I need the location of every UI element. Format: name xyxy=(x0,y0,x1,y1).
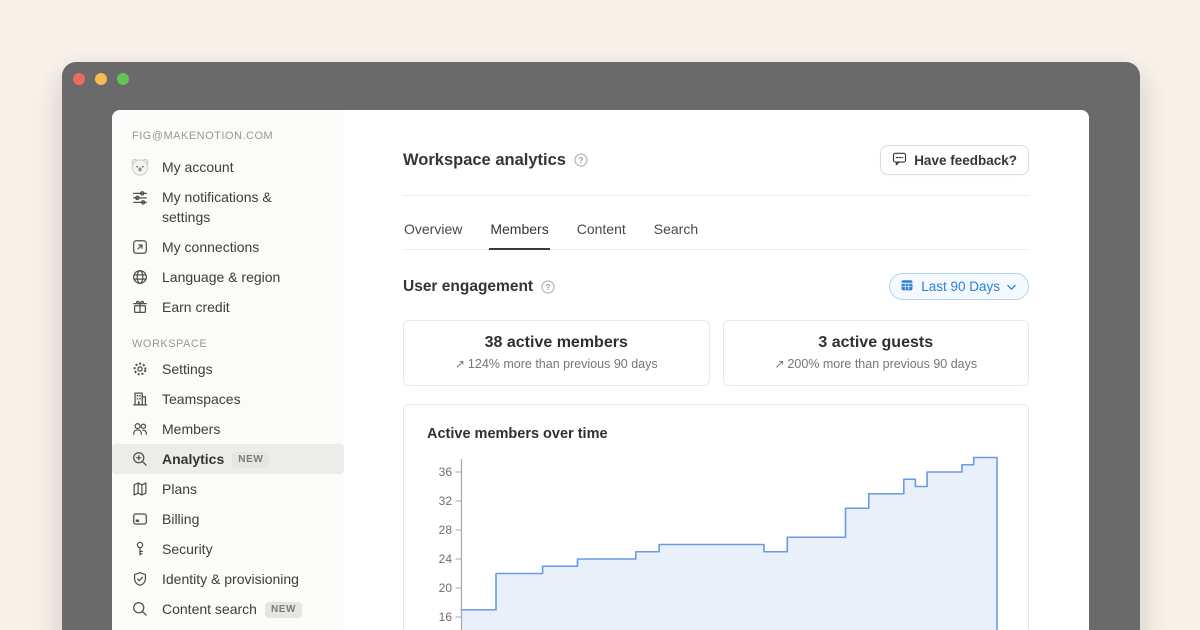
chevron-down-icon xyxy=(1007,279,1016,294)
account-email: FIG@MAKENOTION.COM xyxy=(112,130,344,142)
magnifier-icon xyxy=(130,599,150,619)
svg-text:20: 20 xyxy=(439,581,453,595)
sidebar-item-billing[interactable]: Billing xyxy=(112,504,344,534)
magnifier-plus-icon xyxy=(130,449,150,469)
sidebar-item-label: Earn credit xyxy=(162,297,230,317)
new-badge: NEW xyxy=(265,602,302,618)
key-icon xyxy=(130,539,150,559)
building-icon xyxy=(130,389,150,409)
workspace-section-label: WORKSPACE xyxy=(112,338,344,350)
stat-delta: ↗200% more than previous 90 days xyxy=(734,357,1019,371)
sidebar-item-settings[interactable]: Settings xyxy=(112,354,344,384)
svg-text:?: ? xyxy=(579,156,584,165)
sidebar-item-label: Members xyxy=(162,419,220,439)
sidebar-item-label: Teamspaces xyxy=(162,389,241,409)
sidebar-item-label: Identity & provisioning xyxy=(162,569,299,589)
have-feedback-button[interactable]: Have feedback? xyxy=(880,145,1029,175)
sidebar-item-label: Language & region xyxy=(162,267,280,287)
tab-overview[interactable]: Overview xyxy=(403,211,463,250)
calendar-icon xyxy=(900,278,914,295)
sidebar-item-label: Security xyxy=(162,539,213,559)
page-title: Workspace analytics ? xyxy=(403,151,588,170)
svg-text:36: 36 xyxy=(439,465,453,479)
date-range-filter[interactable]: Last 90 Days xyxy=(889,273,1029,300)
sidebar-item-label: Plans xyxy=(162,479,197,499)
tab-search[interactable]: Search xyxy=(653,211,699,250)
tab-content[interactable]: Content xyxy=(576,211,627,250)
speech-bubble-icon xyxy=(892,151,907,169)
gear-icon xyxy=(130,359,150,379)
arrow-up-right-box-icon xyxy=(130,237,150,257)
help-icon[interactable]: ? xyxy=(574,153,588,167)
svg-text:24: 24 xyxy=(439,552,453,566)
sidebar-item-identity-provisioning[interactable]: Identity & provisioning xyxy=(112,564,344,594)
stat-value: 3 active guests xyxy=(734,334,1019,352)
settings-sidebar: FIG@MAKENOTION.COM My account xyxy=(112,110,344,630)
sidebar-item-label: Billing xyxy=(162,509,199,529)
svg-text:16: 16 xyxy=(439,610,453,624)
stat-value: 38 active members xyxy=(414,334,699,352)
sidebar-item-label: My notifications & settings xyxy=(162,187,314,227)
people-icon xyxy=(130,419,150,439)
globe-icon xyxy=(130,267,150,287)
window-controls xyxy=(73,73,129,85)
tab-members[interactable]: Members xyxy=(489,211,549,250)
sidebar-item-label: AnalyticsNEW xyxy=(162,449,269,469)
analytics-tabs: Overview Members Content Search xyxy=(403,211,1029,250)
sidebar-item-my-connections[interactable]: My connections xyxy=(112,232,344,262)
zoom-window-button[interactable] xyxy=(117,73,129,85)
sidebar-item-security[interactable]: Security xyxy=(112,534,344,564)
sidebar-item-language-region[interactable]: Language & region xyxy=(112,262,344,292)
new-badge: NEW xyxy=(232,452,269,468)
sidebar-item-label: Content searchNEW xyxy=(162,599,302,619)
svg-text:32: 32 xyxy=(439,494,453,508)
map-icon xyxy=(130,479,150,499)
sidebar-item-teamspaces[interactable]: Teamspaces xyxy=(112,384,344,414)
avatar xyxy=(130,157,150,177)
sliders-icon xyxy=(130,187,150,207)
sidebar-item-analytics[interactable]: AnalyticsNEW xyxy=(112,444,344,474)
sidebar-item-label: My account xyxy=(162,157,234,177)
sidebar-item-my-account[interactable]: My account xyxy=(112,152,344,182)
settings-panel: FIG@MAKENOTION.COM My account xyxy=(112,110,1089,630)
close-window-button[interactable] xyxy=(73,73,85,85)
sidebar-item-content-search[interactable]: Content searchNEW xyxy=(112,594,344,624)
header-divider xyxy=(403,195,1029,196)
chart-card: Active members over time 16 20 24 28 32 36 xyxy=(403,404,1029,630)
sidebar-item-label: Settings xyxy=(162,359,213,379)
sidebar-item-label: My connections xyxy=(162,237,259,257)
sidebar-item-members[interactable]: Members xyxy=(112,414,344,444)
stat-delta: ↗124% more than previous 90 days xyxy=(414,357,699,371)
svg-text:?: ? xyxy=(546,283,551,292)
section-title: User engagement ? xyxy=(403,278,555,296)
sidebar-item-earn-credit[interactable]: Earn credit xyxy=(112,292,344,322)
svg-text:28: 28 xyxy=(439,523,453,537)
trend-up-icon: ↗ xyxy=(455,357,465,371)
trend-up-icon: ↗ xyxy=(774,357,784,371)
app-window: FIG@MAKENOTION.COM My account xyxy=(62,62,1140,630)
credit-card-icon xyxy=(130,509,150,529)
stat-card-active-members: 38 active members ↗124% more than previo… xyxy=(403,320,710,386)
gift-icon xyxy=(130,297,150,317)
shield-check-icon xyxy=(130,569,150,589)
stat-card-active-guests: 3 active guests ↗200% more than previous… xyxy=(723,320,1030,386)
minimize-window-button[interactable] xyxy=(95,73,107,85)
chart-title: Active members over time xyxy=(427,426,1005,442)
help-icon[interactable]: ? xyxy=(541,280,555,294)
sidebar-item-notifications-settings[interactable]: My notifications & settings xyxy=(112,182,344,232)
sidebar-item-plans[interactable]: Plans xyxy=(112,474,344,504)
main-content: Workspace analytics ? xyxy=(344,110,1089,630)
engagement-chart: 16 20 24 28 32 36 xyxy=(427,454,1005,630)
